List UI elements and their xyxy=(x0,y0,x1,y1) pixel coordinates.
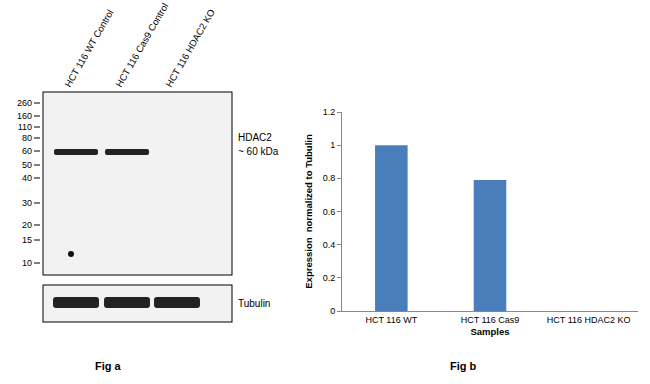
svg-text:0: 0 xyxy=(330,306,335,316)
svg-text:HCT 116 Cas9: HCT 116 Cas9 xyxy=(461,315,520,325)
svg-text:0.6: 0.6 xyxy=(323,207,336,217)
svg-text:HCT 116 HDAC2 KO: HCT 116 HDAC2 KO xyxy=(547,315,631,325)
svg-text:Expression normalized to Tubu: Expression normalized to Tubulin xyxy=(303,134,314,289)
svg-text:Tubulin: Tubulin xyxy=(238,298,270,309)
svg-text:30: 30 xyxy=(22,198,32,208)
html-text:Fig a: Fig a xyxy=(95,360,121,372)
html-text:Fig b: Fig b xyxy=(450,360,477,372)
svg-text:HCT 116 WT: HCT 116 WT xyxy=(365,315,417,325)
svg-text:20: 20 xyxy=(22,220,32,230)
svg-text:260: 260 xyxy=(17,98,32,108)
svg-text:~ 60 kDa: ~ 60 kDa xyxy=(238,146,279,157)
svg-text:HCT 116 WT Control: HCT 116 WT Control xyxy=(62,8,115,89)
svg-text:80: 80 xyxy=(22,133,32,143)
svg-text:15: 15 xyxy=(22,235,32,245)
svg-text:HCT 116 Cas9 Control: HCT 116 Cas9 Control xyxy=(113,1,170,89)
svg-text:0.4: 0.4 xyxy=(323,240,336,250)
svg-text:10: 10 xyxy=(22,258,32,268)
svg-text:110: 110 xyxy=(18,122,32,132)
svg-text:1: 1 xyxy=(330,140,335,150)
svg-text:0.2: 0.2 xyxy=(323,273,336,283)
svg-text:HDAC2: HDAC2 xyxy=(238,132,272,143)
svg-text:40: 40 xyxy=(22,173,32,183)
svg-text:0.8: 0.8 xyxy=(323,173,336,183)
svg-text:HCT 116 HDAC2 KO: HCT 116 HDAC2 KO xyxy=(163,7,217,89)
svg-text:160: 160 xyxy=(17,111,32,121)
svg-text:50: 50 xyxy=(22,160,32,170)
svg-text:1.2: 1.2 xyxy=(323,107,336,117)
svg-text:Samples: Samples xyxy=(470,326,509,337)
svg-text:60: 60 xyxy=(22,146,32,156)
